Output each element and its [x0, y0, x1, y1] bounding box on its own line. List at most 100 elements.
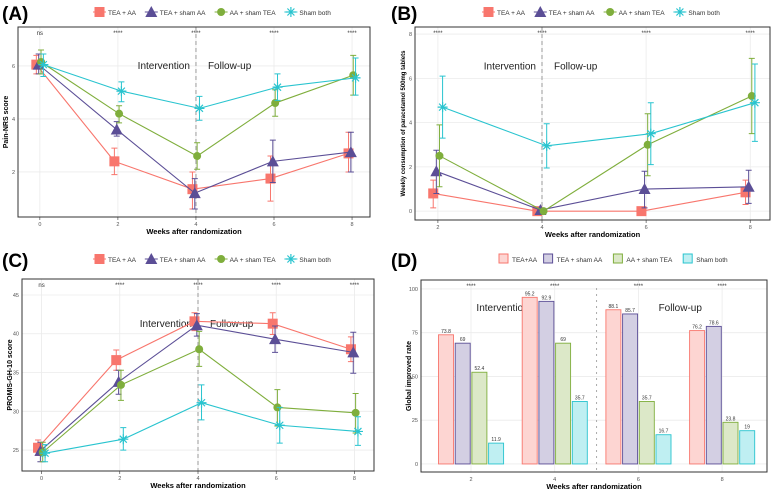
legend-marker	[534, 6, 547, 17]
data-point	[115, 109, 124, 118]
legend-marker	[145, 253, 158, 264]
annotation-follow-up: Follow-up	[210, 319, 254, 330]
bar	[638, 401, 655, 465]
x-tick-label: 8	[749, 225, 752, 231]
y-tick-label: 0	[415, 462, 418, 468]
bar-value-label: 11.9	[491, 437, 501, 443]
bar-value-label: 52.4	[475, 366, 485, 372]
legend-swatch	[612, 253, 623, 264]
legend: TEA + AA TEA + sham AA AA + sham TEA Sham b…	[93, 253, 331, 264]
data-point	[193, 152, 202, 161]
plot-border	[17, 26, 371, 218]
x-tick-label: 6	[272, 222, 275, 228]
y-tick-label: 30	[13, 409, 19, 415]
legend: TEA + AA TEA + sham AA AA + sham TEA Sham b…	[482, 6, 720, 17]
legend-marker	[606, 8, 615, 16]
series-line	[433, 191, 746, 212]
significance-label: ****	[641, 31, 651, 37]
data-point	[111, 355, 122, 366]
data-point	[541, 140, 552, 151]
legend-label: TEA + AA	[497, 10, 526, 17]
bar	[689, 330, 706, 465]
bar-value-label: 92.9	[542, 295, 552, 301]
x-axis-title: Weeks after randomization	[150, 481, 246, 490]
chart-c-svg: TEA + AA TEA + sham AA AA + sham TEA Sham b…	[2, 251, 375, 490]
significance-label: ns	[37, 31, 43, 37]
bar-value-label: 16.7	[659, 429, 669, 435]
y-tick-label: 2	[12, 170, 15, 176]
legend-label: TEA + sham AA	[557, 257, 603, 264]
series-aa-sham-tea: 52.4 69 35.7 23.8	[471, 337, 739, 465]
legend-label: AA + sham TEA	[230, 10, 277, 17]
legend-label: Sham both	[299, 257, 331, 264]
legend-label: Sham both	[688, 10, 720, 17]
data-point	[190, 319, 203, 331]
series-tea-aa: 73.8 95.2 88.1 76.2	[438, 291, 706, 465]
y-tick-label: 4	[12, 117, 15, 123]
bar-value-label: 95.2	[525, 291, 535, 297]
bar-value-label: 35.7	[575, 395, 585, 401]
significance-label: ****	[269, 31, 279, 37]
x-tick-label: 6	[637, 477, 640, 483]
panel-c-promis: TEA + AA TEA + sham AA AA + sham TEA Sham b…	[0, 247, 388, 494]
y-tick-label: 6	[12, 64, 15, 70]
y-tick-label: 8	[409, 32, 412, 38]
annotation-intervention: Intervention	[140, 319, 192, 330]
legend-label: AA + sham TEA	[230, 257, 277, 264]
bar	[605, 309, 622, 465]
bar-value-label: 85.7	[625, 308, 635, 314]
significance-label: ns	[38, 283, 44, 289]
data-point	[352, 426, 363, 437]
bar	[555, 342, 572, 465]
data-point	[638, 183, 651, 195]
series-tea-sham-aa: 69 92.9 85.7 78.6	[454, 295, 722, 465]
data-point	[747, 92, 756, 101]
y-tick-label: 6	[409, 76, 412, 82]
significance-label: ****	[466, 284, 476, 290]
y-axis-title: Pain-NRS score	[3, 96, 10, 149]
significance-label: ****	[634, 284, 644, 290]
bar-value-label: 19	[744, 425, 750, 431]
bar	[571, 401, 588, 465]
data-point	[187, 184, 198, 195]
data-point	[435, 151, 444, 160]
significance-label: ****	[350, 283, 360, 289]
y-tick-label: 35	[13, 371, 19, 377]
data-point	[189, 316, 200, 327]
x-tick-label: 2	[116, 222, 119, 228]
bar	[655, 434, 672, 465]
bar	[471, 371, 488, 465]
bar	[622, 313, 639, 465]
y-tick-label: 25	[412, 418, 418, 424]
legend-label: TEA + sham AA	[160, 257, 206, 264]
series-tea-sham-aa	[32, 53, 357, 210]
legend-label: AA + sham TEA	[626, 257, 673, 264]
x-tick-label: 4	[540, 225, 543, 231]
bar	[488, 442, 505, 465]
panel-label: (A)	[2, 4, 28, 25]
significance-label: ****	[550, 284, 560, 290]
data-point	[636, 206, 647, 217]
legend-label: TEA+AA	[512, 257, 538, 264]
bar	[538, 300, 555, 465]
chart-b-svg: TEA + AA TEA + sham AA AA + sham TEA Sham b…	[391, 4, 771, 239]
panel-label: (C)	[2, 251, 28, 272]
data-point	[351, 408, 360, 417]
significance-label: ****	[746, 31, 756, 37]
data-point	[271, 99, 280, 108]
plot-border	[21, 278, 375, 472]
bar	[722, 421, 739, 465]
annotation-follow-up: Follow-up	[208, 61, 252, 72]
annotation-intervention: Intervention	[476, 303, 528, 314]
data-point	[437, 102, 448, 113]
data-point	[110, 123, 123, 135]
annotation-intervention: Intervention	[484, 61, 536, 72]
y-tick-label: 75	[412, 331, 418, 337]
legend-label: TEA + sham AA	[160, 10, 206, 17]
x-tick-label: 6	[275, 476, 278, 482]
data-point	[643, 140, 652, 149]
data-point	[269, 333, 282, 345]
x-axis-title: Weeks after randomization	[545, 230, 641, 239]
data-point	[266, 155, 279, 167]
data-point	[40, 448, 51, 459]
